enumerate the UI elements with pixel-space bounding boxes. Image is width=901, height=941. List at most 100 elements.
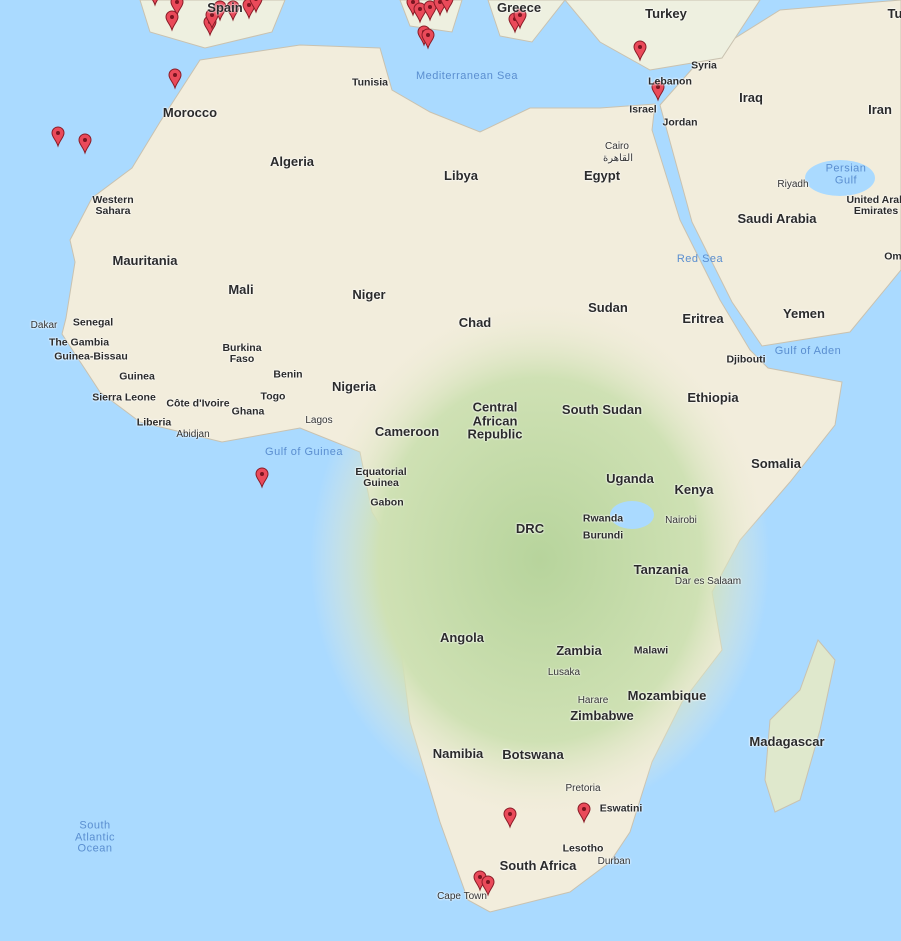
pin-dot bbox=[218, 5, 222, 9]
country-label: Madagascar bbox=[749, 734, 825, 750]
country-label: Equatorial Guinea bbox=[355, 465, 407, 489]
country-label: Guinea-Bissau bbox=[54, 350, 128, 363]
country-label: Yemen bbox=[783, 306, 825, 322]
pin-dot bbox=[486, 880, 490, 884]
city-label: Lagos bbox=[305, 414, 333, 426]
country-label: Central African Republic bbox=[467, 399, 523, 442]
map-pin[interactable] bbox=[78, 133, 92, 155]
map-pin[interactable] bbox=[440, 0, 454, 14]
country-label: Kenya bbox=[674, 482, 714, 498]
pin-dot bbox=[411, 0, 415, 4]
country-label: United Arab Emirates bbox=[846, 193, 901, 217]
map-pin[interactable] bbox=[413, 2, 427, 24]
country-label: Syria bbox=[691, 59, 717, 72]
pin-dot bbox=[508, 812, 512, 816]
pin-dot bbox=[231, 5, 235, 9]
country-label: Lesotho bbox=[562, 842, 604, 855]
water-label: Gulf of Guinea bbox=[265, 446, 343, 459]
country-label: Angola bbox=[439, 630, 485, 646]
map-pin[interactable] bbox=[421, 28, 435, 50]
country-label: Sierra Leone bbox=[92, 391, 156, 404]
country-label: Senegal bbox=[72, 316, 114, 329]
pin-dot bbox=[518, 13, 522, 17]
pin-dot bbox=[418, 7, 422, 11]
pin-dot bbox=[254, 0, 258, 1]
map-pin[interactable] bbox=[577, 802, 591, 824]
city-label: Riyadh bbox=[777, 178, 809, 190]
country-label: Liberia bbox=[136, 416, 172, 429]
pin-dot bbox=[478, 875, 482, 879]
water-label: Persian Gulf bbox=[825, 162, 867, 186]
land-madagascar bbox=[764, 639, 836, 813]
city-label: Cairo bbox=[605, 140, 629, 152]
map-pin[interactable] bbox=[226, 0, 240, 22]
city-label: Harare bbox=[577, 694, 609, 706]
map-pin[interactable] bbox=[651, 80, 665, 102]
country-label: South Sudan bbox=[561, 402, 643, 418]
country-label: Burkina Faso bbox=[222, 341, 262, 365]
country-label: Western Sahara bbox=[92, 193, 134, 217]
city-label: Dar es Salaam bbox=[674, 575, 742, 587]
map-pin[interactable] bbox=[249, 0, 263, 14]
country-label: Libya bbox=[444, 168, 478, 184]
pin-dot bbox=[175, 0, 179, 4]
pin-dot bbox=[638, 45, 642, 49]
pin-dot bbox=[56, 131, 60, 135]
country-label: Egypt bbox=[583, 168, 621, 184]
pin-dot bbox=[260, 472, 264, 476]
pin-dot bbox=[83, 138, 87, 142]
green-region bbox=[310, 300, 770, 820]
country-label: Somalia bbox=[751, 456, 801, 472]
map-pin[interactable] bbox=[168, 68, 182, 90]
map-pin[interactable] bbox=[423, 0, 437, 22]
country-label: Lebanon bbox=[648, 75, 692, 88]
land-arabia bbox=[659, 0, 901, 347]
country-label: Nigeria bbox=[331, 379, 377, 395]
city-label: القاهرة bbox=[603, 152, 633, 164]
country-label: Ghana bbox=[231, 405, 265, 418]
map-pin[interactable] bbox=[170, 0, 184, 17]
map-pin[interactable] bbox=[481, 875, 495, 897]
map-pin[interactable] bbox=[255, 467, 269, 489]
map-pin[interactable] bbox=[513, 8, 527, 30]
map-pin[interactable] bbox=[149, 0, 161, 7]
country-label: Uganda bbox=[606, 471, 654, 487]
country-label: Turkey bbox=[645, 6, 687, 22]
country-label: Rwanda bbox=[582, 512, 624, 525]
pin-dot bbox=[173, 73, 177, 77]
country-label: Chad bbox=[458, 315, 492, 331]
country-label: Iraq bbox=[739, 90, 763, 106]
map-pin[interactable] bbox=[51, 126, 65, 148]
pin-dot bbox=[445, 0, 449, 1]
city-label: Abidjan bbox=[176, 428, 210, 440]
map-pin[interactable] bbox=[503, 807, 517, 829]
city-label: Dakar bbox=[30, 319, 58, 331]
country-label: Algeria bbox=[269, 154, 315, 170]
city-label: Durban bbox=[597, 855, 631, 867]
city-label: Nairobi bbox=[665, 514, 697, 526]
city-label: Lusaka bbox=[547, 666, 581, 678]
water-label: South Atlantic Ocean bbox=[74, 819, 116, 855]
country-label: Eswatini bbox=[599, 802, 643, 815]
map-pin[interactable] bbox=[633, 40, 647, 62]
country-label: Om bbox=[884, 250, 901, 263]
country-label: Zambia bbox=[556, 643, 602, 659]
pin-dot bbox=[582, 807, 586, 811]
map-pin[interactable] bbox=[165, 10, 179, 32]
country-label: DRC bbox=[515, 521, 545, 537]
country-label: Spain bbox=[207, 0, 243, 16]
country-label: Ethiopia bbox=[687, 390, 739, 406]
country-label: Morocco bbox=[162, 105, 218, 121]
pin-dot bbox=[426, 33, 430, 37]
country-label: Sudan bbox=[588, 300, 628, 316]
country-label: Botswana bbox=[502, 747, 564, 763]
country-label: Mali bbox=[228, 282, 254, 298]
country-label: Tanzania bbox=[633, 562, 689, 578]
country-label: Israel bbox=[629, 103, 657, 116]
country-label: Mauritania bbox=[112, 253, 178, 269]
country-label: Eritrea bbox=[682, 311, 724, 327]
map-pin[interactable] bbox=[205, 8, 219, 30]
country-label: Togo bbox=[260, 390, 286, 403]
